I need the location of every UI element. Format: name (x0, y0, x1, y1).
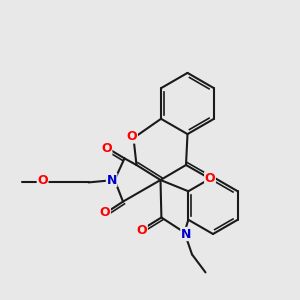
Text: N: N (181, 227, 191, 241)
Text: O: O (127, 130, 137, 143)
Text: O: O (100, 206, 110, 219)
Text: O: O (205, 172, 215, 185)
Text: O: O (101, 142, 112, 155)
Text: O: O (37, 173, 48, 187)
Text: N: N (106, 173, 117, 187)
Text: O: O (136, 224, 147, 237)
